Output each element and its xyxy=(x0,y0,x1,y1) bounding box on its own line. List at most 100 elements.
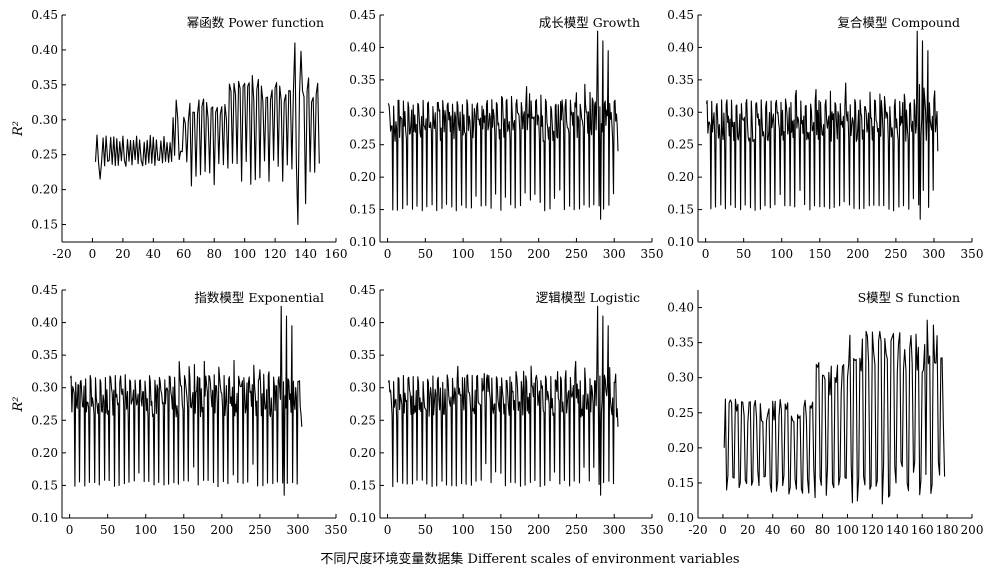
y-tick-label: 0.15 xyxy=(667,476,694,490)
y-tick-label: 0.35 xyxy=(31,348,58,362)
y-tick-label: 0.40 xyxy=(667,301,694,315)
y-tick-label: 0.40 xyxy=(349,40,376,54)
series-line xyxy=(94,42,320,226)
y-tick-label: 0.25 xyxy=(349,413,376,427)
x-tick-label: 200 xyxy=(846,247,869,261)
y-tick-label: 0.25 xyxy=(667,138,694,152)
x-tick-label: 0 xyxy=(66,523,74,537)
x-tick-label: 60 xyxy=(176,247,191,261)
y-tick-label: 0.40 xyxy=(667,40,694,54)
x-tick-label: 150 xyxy=(808,247,831,261)
y-tick-label: 0.25 xyxy=(667,406,694,420)
x-tick-label: 100 xyxy=(233,247,256,261)
y-tick-label: 0.30 xyxy=(31,381,58,395)
x-tick-label: 200 xyxy=(527,523,550,537)
x-tick-label: 140 xyxy=(886,523,909,537)
x-tick-label: 120 xyxy=(264,247,287,261)
y-tick-label: 0.30 xyxy=(667,371,694,385)
y-axis-label: R² xyxy=(11,121,26,137)
y-tick-label: 0.35 xyxy=(31,78,58,92)
y-tick-label: 0.45 xyxy=(349,8,376,22)
chart-title: 幂函数 Power function xyxy=(187,15,324,30)
chart-title: S模型 S function xyxy=(858,290,960,305)
chart-title: 逻辑模型 Logistic xyxy=(536,290,640,305)
x-tick-label: 100 xyxy=(452,523,475,537)
y-tick-label: 0.10 xyxy=(667,511,694,525)
chart-title: 成长模型 Growth xyxy=(539,15,640,30)
y-tick-label: 0.20 xyxy=(667,170,694,184)
x-tick-label: 180 xyxy=(936,523,959,537)
y-tick-label: 0.15 xyxy=(349,478,376,492)
panels-group: 0.15 0.20 0.25 0.30 0.35 0.40 0.45 -20 0 20 40 60 80… xyxy=(11,8,983,537)
x-tick-label: 0 xyxy=(384,523,392,537)
x-tick-label: -20 xyxy=(52,247,71,261)
x-tick-label: 80 xyxy=(207,247,222,261)
y-tick-label: 0.20 xyxy=(31,446,58,460)
y-tick-label: 0.35 xyxy=(349,348,376,362)
y-tick-label: 0.45 xyxy=(31,8,58,22)
x-tick-label: 20 xyxy=(740,523,755,537)
x-tick-label: 50 xyxy=(736,247,751,261)
x-tick-label: 300 xyxy=(603,247,626,261)
y-tick-label: 0.15 xyxy=(31,478,58,492)
y-tick-label: 0.10 xyxy=(667,235,694,249)
y-tick-label: 0.15 xyxy=(667,203,694,217)
y-axis-label: R² xyxy=(11,397,26,413)
y-tick-label: 0.40 xyxy=(31,316,58,330)
y-tick-label: 0.20 xyxy=(31,183,58,197)
y-tick-label: 0.45 xyxy=(349,283,376,297)
x-tick-label: 300 xyxy=(603,523,626,537)
series-line xyxy=(387,305,619,496)
y-tick-label: 0.45 xyxy=(667,8,694,22)
chart-title: 指数模型 Exponential xyxy=(194,290,324,305)
chart-panel: 0.10 0.15 0.20 0.25 0.30 0.35 0.40 0.45 0 50 100 15… xyxy=(667,8,983,261)
y-tick-label: 0.10 xyxy=(349,511,376,525)
x-tick-label: 0 xyxy=(89,247,97,261)
x-tick-label: 150 xyxy=(489,523,512,537)
y-tick-label: 0.25 xyxy=(31,148,58,162)
y-tick-label: 0.20 xyxy=(349,170,376,184)
chart-panel: 0.10 0.15 0.20 0.25 0.30 0.35 0.40 0.45 0 50 100 15… xyxy=(349,8,663,261)
chart-title: 复合模型 Compound xyxy=(837,15,960,30)
y-tick-label: 0.20 xyxy=(349,446,376,460)
x-tick-label: 350 xyxy=(641,523,664,537)
x-tick-label: 250 xyxy=(565,523,588,537)
x-tick-label: 80 xyxy=(815,523,830,537)
y-tick-label: 0.45 xyxy=(31,283,58,297)
y-tick-label: 0.35 xyxy=(667,73,694,87)
series-line xyxy=(69,305,303,496)
x-tick-label: 140 xyxy=(294,247,317,261)
x-tick-label: 150 xyxy=(489,247,512,261)
y-tick-label: 0.20 xyxy=(667,441,694,455)
series-line xyxy=(387,30,619,220)
y-tick-label: 0.30 xyxy=(349,381,376,395)
y-tick-label: 0.40 xyxy=(349,316,376,330)
figure-xlabel: 不同尺度环境变量数据集 Different scales of environm… xyxy=(320,551,739,567)
y-tick-label: 0.10 xyxy=(349,235,376,249)
x-tick-label: 250 xyxy=(565,247,588,261)
x-tick-label: -20 xyxy=(688,523,707,537)
x-tick-label: 200 xyxy=(527,247,550,261)
x-tick-label: 40 xyxy=(146,247,161,261)
x-tick-label: 0 xyxy=(702,247,710,261)
x-tick-label: 40 xyxy=(765,523,780,537)
series-line xyxy=(723,319,946,505)
x-tick-label: 100 xyxy=(134,523,157,537)
series-line xyxy=(705,30,939,220)
x-tick-label: 200 xyxy=(210,523,233,537)
x-tick-label: 300 xyxy=(922,247,945,261)
x-tick-label: 350 xyxy=(325,523,348,537)
chart-panel: 0.10 0.15 0.20 0.25 0.30 0.35 0.40 0.45 0 50 100 15… xyxy=(349,283,663,537)
x-tick-label: 100 xyxy=(836,523,859,537)
x-tick-label: 50 xyxy=(418,247,433,261)
y-tick-label: 0.35 xyxy=(349,73,376,87)
x-tick-label: 350 xyxy=(961,247,984,261)
y-tick-label: 0.15 xyxy=(349,203,376,217)
y-tick-label: 0.30 xyxy=(667,105,694,119)
x-tick-label: 160 xyxy=(911,523,934,537)
chart-panel: 0.10 0.15 0.20 0.25 0.30 0.35 0.40 -20 0 20 40 60 80… xyxy=(667,290,983,537)
x-tick-label: 150 xyxy=(172,523,195,537)
chart-panel: 0.10 0.15 0.20 0.25 0.30 0.35 0.40 0.45 0 50 100 15… xyxy=(11,283,347,537)
x-tick-label: 100 xyxy=(770,247,793,261)
